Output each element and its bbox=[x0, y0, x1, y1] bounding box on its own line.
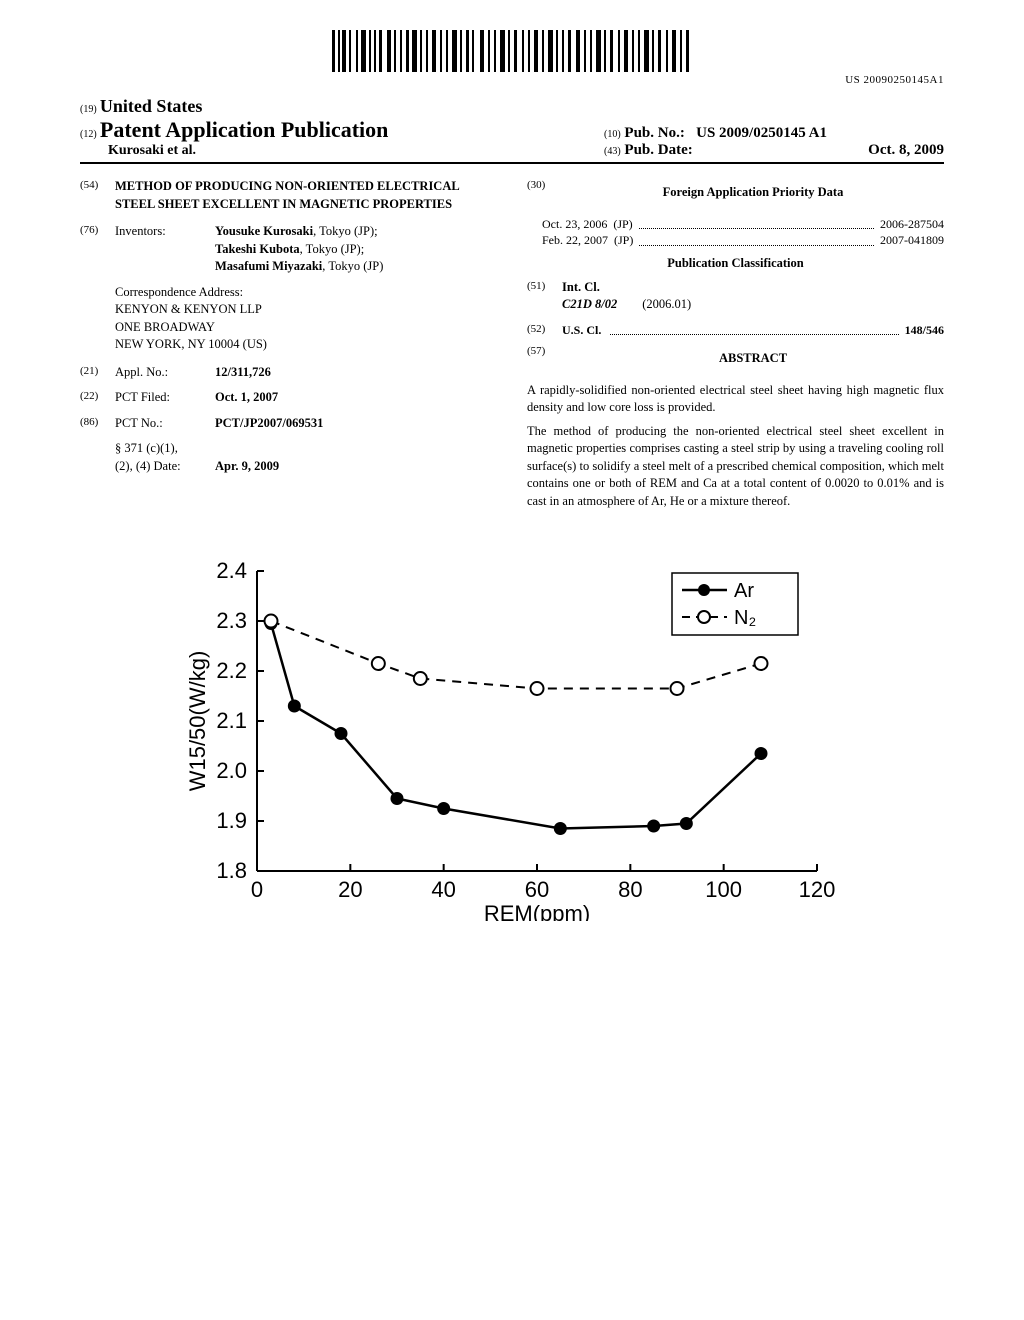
intcl-value: C21D 8/02 bbox=[562, 297, 617, 311]
pct-number: PCT/JP2007/069531 bbox=[215, 416, 323, 430]
svg-text:W15/50(W/kg): W15/50(W/kg) bbox=[185, 651, 210, 792]
corr-line-3: NEW YORK, NY 10004 (US) bbox=[115, 336, 497, 354]
abstract-code: (57) bbox=[527, 344, 562, 374]
svg-text:2.0: 2.0 bbox=[216, 758, 247, 783]
applno-label: Appl. No.: bbox=[115, 364, 215, 382]
inventors-label: Inventors: bbox=[115, 223, 215, 276]
priority-2-number: 2007-041809 bbox=[880, 232, 944, 249]
publication-number: US 2009/0250145 A1 bbox=[696, 125, 827, 141]
pubdate-label: Pub. Date: bbox=[624, 142, 692, 158]
publication-type: Patent Application Publication bbox=[100, 117, 388, 142]
priority-1-country: (JP) bbox=[613, 216, 632, 233]
priority-row-1: Oct. 23, 2006 (JP) 2006-287504 bbox=[542, 216, 944, 233]
document-header: (19) United States (12) Patent Applicati… bbox=[80, 96, 944, 164]
uscl-code: (52) bbox=[527, 322, 562, 339]
pct-filed-date: Oct. 1, 2007 bbox=[215, 390, 278, 404]
corr-label: Correspondence Address: bbox=[115, 284, 497, 302]
pctno-label: PCT No.: bbox=[115, 415, 215, 433]
application-number: 12/311,726 bbox=[215, 365, 271, 379]
inventor-2: Takeshi Kubota bbox=[215, 242, 300, 256]
s371-label-2: (2), (4) Date: bbox=[115, 458, 215, 476]
bibliographic-data: (54) METHOD OF PRODUCING NON-ORIENTED EL… bbox=[80, 178, 944, 516]
applno-code: (21) bbox=[80, 364, 115, 382]
invention-title: METHOD OF PRODUCING NON-ORIENTED ELECTRI… bbox=[115, 178, 497, 213]
uscl-value: 148/546 bbox=[905, 322, 944, 339]
barcode-text: US 20090250145A1 bbox=[80, 74, 944, 86]
svg-text:2.3: 2.3 bbox=[216, 608, 247, 633]
priority-1-date: Oct. 23, 2006 bbox=[542, 216, 607, 233]
barcode-icon bbox=[332, 30, 692, 72]
svg-text:2.1: 2.1 bbox=[216, 708, 247, 733]
classification-header: Publication Classification bbox=[527, 255, 944, 273]
svg-text:Ar: Ar bbox=[734, 580, 754, 602]
intcl-code: (51) bbox=[527, 279, 562, 314]
publication-date: Oct. 8, 2009 bbox=[868, 142, 944, 159]
inventor-1: Yousuke Kurosaki bbox=[215, 224, 313, 238]
priority-1-number: 2006-287504 bbox=[880, 216, 944, 233]
s371-label-1: § 371 (c)(1), bbox=[115, 440, 215, 458]
country-code: (19) bbox=[80, 104, 97, 115]
figure-chart: 0 20 40 60 80 100 120 1.8 1.9 2.0 2.1 2.2 2.3 2.4 REM(… bbox=[80, 541, 944, 921]
pctno-code: (86) bbox=[80, 415, 115, 433]
svg-text:100: 100 bbox=[705, 877, 742, 902]
inventors-list: Yousuke Kurosaki, Tokyo (JP); Takeshi Ku… bbox=[215, 223, 497, 276]
corr-line-2: ONE BROADWAY bbox=[115, 319, 497, 337]
abstract-header: ABSTRACT bbox=[562, 350, 944, 368]
correspondence-address: Correspondence Address: KENYON & KENYON … bbox=[115, 284, 497, 354]
authors: Kurosaki et al. bbox=[108, 143, 388, 159]
foreign-priority-header: Foreign Application Priority Data bbox=[562, 184, 944, 202]
svg-text:20: 20 bbox=[338, 877, 362, 902]
svg-text:60: 60 bbox=[525, 877, 549, 902]
title-code: (54) bbox=[80, 178, 115, 213]
abstract-paragraph-2: The method of producing the non-oriented… bbox=[527, 423, 944, 511]
pubno-label: Pub. No.: bbox=[624, 125, 684, 141]
corr-line-1: KENYON & KENYON LLP bbox=[115, 301, 497, 319]
s371-date: Apr. 9, 2009 bbox=[215, 459, 279, 473]
svg-text:120: 120 bbox=[799, 877, 836, 902]
svg-text:80: 80 bbox=[618, 877, 642, 902]
svg-text:1.8: 1.8 bbox=[216, 858, 247, 883]
left-column: (54) METHOD OF PRODUCING NON-ORIENTED EL… bbox=[80, 178, 497, 516]
intcl-label: Int. Cl. bbox=[562, 280, 600, 294]
svg-text:REM(ppm): REM(ppm) bbox=[484, 901, 590, 921]
barcode-region: US 20090250145A1 bbox=[80, 30, 944, 86]
pubtype-code: (12) bbox=[80, 129, 97, 140]
priority-2-country: (JP) bbox=[614, 232, 633, 249]
inventors-code: (76) bbox=[80, 223, 115, 276]
pubdate-code: (43) bbox=[604, 146, 621, 157]
svg-text:1.9: 1.9 bbox=[216, 808, 247, 833]
intcl-version: (2006.01) bbox=[642, 297, 691, 311]
line-chart: 0 20 40 60 80 100 120 1.8 1.9 2.0 2.1 2.2 2.3 2.4 REM(… bbox=[182, 551, 862, 921]
pctfiled-code: (22) bbox=[80, 389, 115, 407]
priority-row-2: Feb. 22, 2007 (JP) 2007-041809 bbox=[542, 232, 944, 249]
country: United States bbox=[100, 96, 203, 116]
foreign-code: (30) bbox=[527, 178, 562, 208]
pubno-code: (10) bbox=[604, 129, 621, 140]
inventor-3: Masafumi Miyazaki bbox=[215, 259, 322, 273]
svg-text:N₂: N₂ bbox=[734, 607, 756, 629]
abstract-paragraph-1: A rapidly-solidified non-oriented electr… bbox=[527, 382, 944, 417]
svg-text:2.2: 2.2 bbox=[216, 658, 247, 683]
priority-2-date: Feb. 22, 2007 bbox=[542, 232, 608, 249]
svg-text:40: 40 bbox=[431, 877, 455, 902]
svg-text:0: 0 bbox=[251, 877, 263, 902]
pctfiled-label: PCT Filed: bbox=[115, 389, 215, 407]
svg-text:2.4: 2.4 bbox=[216, 558, 247, 583]
uscl-label: U.S. Cl. bbox=[562, 322, 601, 339]
right-column: (30) Foreign Application Priority Data O… bbox=[527, 178, 944, 516]
